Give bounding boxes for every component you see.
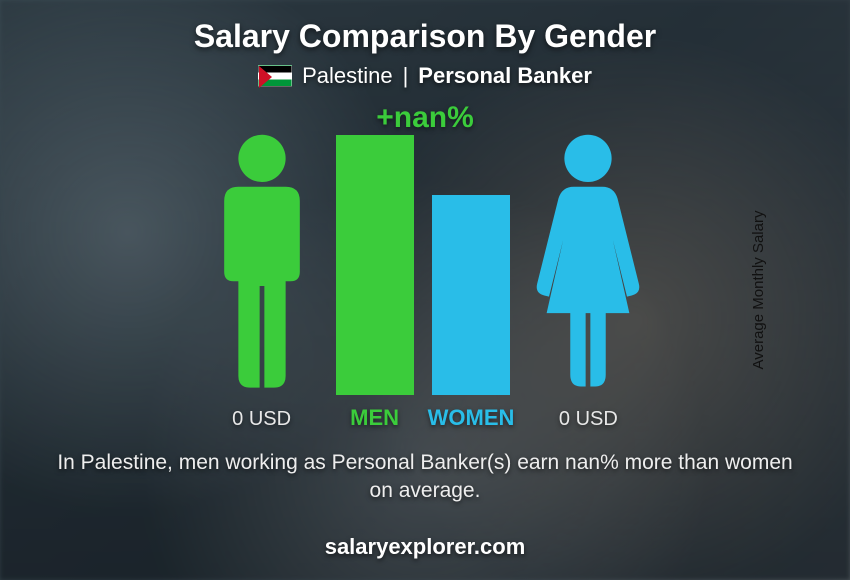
infographic-container: Salary Comparison By Gender Palestine | … (0, 0, 850, 580)
gender-salary-chart: +nan% 0 USD MEN WOMEN (145, 101, 705, 431)
site-credit: salaryexplorer.com (325, 534, 526, 560)
country-label: Palestine (302, 63, 393, 89)
women-salary-value: 0 USD (559, 408, 618, 431)
women-icon-column: 0 USD (528, 130, 648, 431)
men-bar-label: MEN (350, 405, 399, 431)
palestine-flag-icon (258, 65, 292, 87)
percentage-difference-label: +nan% (376, 101, 474, 135)
page-title: Salary Comparison By Gender (194, 18, 656, 55)
separator: | (403, 63, 409, 89)
subtitle: Palestine | Personal Banker (258, 63, 592, 89)
women-bar (432, 195, 510, 395)
male-person-icon (202, 130, 322, 390)
men-icon-column: 0 USD (202, 130, 322, 431)
men-bar (336, 135, 414, 395)
women-bar-label: WOMEN (428, 405, 515, 431)
women-bar-column: WOMEN (428, 101, 515, 431)
summary-caption: In Palestine, men working as Personal Ba… (45, 449, 805, 506)
job-title-label: Personal Banker (418, 63, 592, 89)
female-person-icon (528, 130, 648, 390)
men-bar-column: MEN (336, 101, 414, 431)
men-salary-value: 0 USD (232, 408, 291, 431)
y-axis-label: Average Monthly Salary (750, 211, 767, 370)
